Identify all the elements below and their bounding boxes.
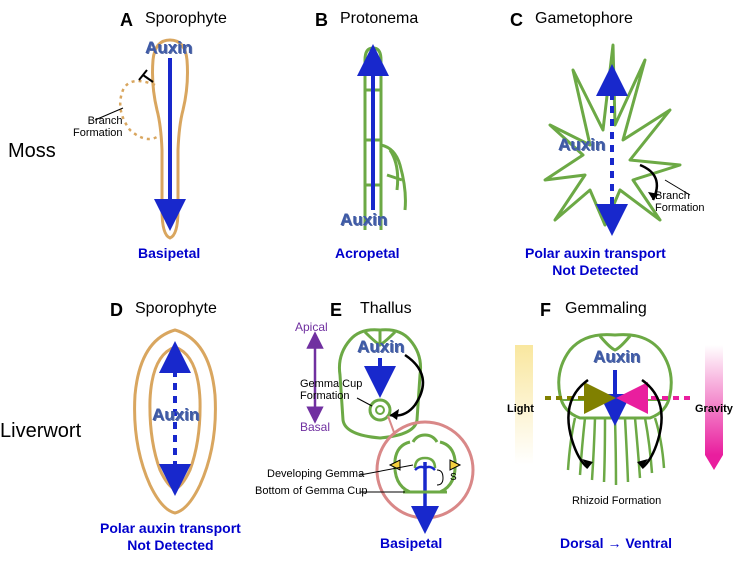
- panel-a-letter: A: [120, 10, 133, 31]
- panel-d-drawing: [100, 325, 260, 525]
- panel-e-apical: Apical: [295, 320, 328, 334]
- panel-b-letter: B: [315, 10, 328, 31]
- panel-e-letter: E: [330, 300, 342, 321]
- panel-f-letter: F: [540, 300, 551, 321]
- panel-b-auxin: Auxin: [340, 210, 387, 230]
- panel-e-developing: Developing Gemma: [267, 468, 364, 480]
- panel-d-auxin: Auxin: [152, 405, 199, 425]
- panel-e-basal: Basal: [300, 420, 330, 434]
- panel-b-direction: Acropetal: [335, 245, 400, 261]
- panel-f-auxin: Auxin: [593, 347, 640, 367]
- panel-b-title: Protonema: [340, 10, 418, 28]
- panel-e-direction: Basipetal: [380, 535, 442, 551]
- panel-e-gemma-cup: Gemma Cup Formation: [300, 378, 362, 402]
- panel-c-drawing: [495, 25, 725, 270]
- panel-a-drawing: [75, 30, 255, 260]
- panel-c-auxin: Auxin: [558, 135, 605, 155]
- panel-e-title: Thallus: [360, 300, 412, 318]
- panel-a-direction: Basipetal: [138, 245, 200, 261]
- panel-f-light: Light: [507, 403, 534, 415]
- panel-e-bottom: Bottom of Gemma Cup: [255, 485, 368, 497]
- panel-a-auxin: Auxin: [145, 38, 192, 58]
- panel-d-letter: D: [110, 300, 123, 321]
- row-label-moss: Moss: [8, 140, 56, 163]
- panel-a-branch: Branch Formation: [73, 115, 123, 139]
- panel-c-branch: Branch Formation: [655, 190, 705, 214]
- panel-e-s: S: [450, 472, 457, 483]
- row-label-liverwort: Liverwort: [0, 420, 81, 443]
- panel-f-title: Gemmaling: [565, 300, 647, 318]
- panel-f-gravity: Gravity: [695, 403, 733, 415]
- panel-f-rhizoid: Rhizoid Formation: [572, 495, 661, 507]
- panel-f-direction: Dorsal → Ventral: [560, 535, 672, 551]
- panel-d-direction: Polar auxin transport Not Detected: [100, 520, 241, 554]
- panel-d-title: Sporophyte: [135, 300, 217, 318]
- panel-c-direction: Polar auxin transport Not Detected: [525, 245, 666, 279]
- panel-e-auxin: Auxin: [357, 337, 404, 357]
- panel-a-title: Sporophyte: [145, 10, 227, 28]
